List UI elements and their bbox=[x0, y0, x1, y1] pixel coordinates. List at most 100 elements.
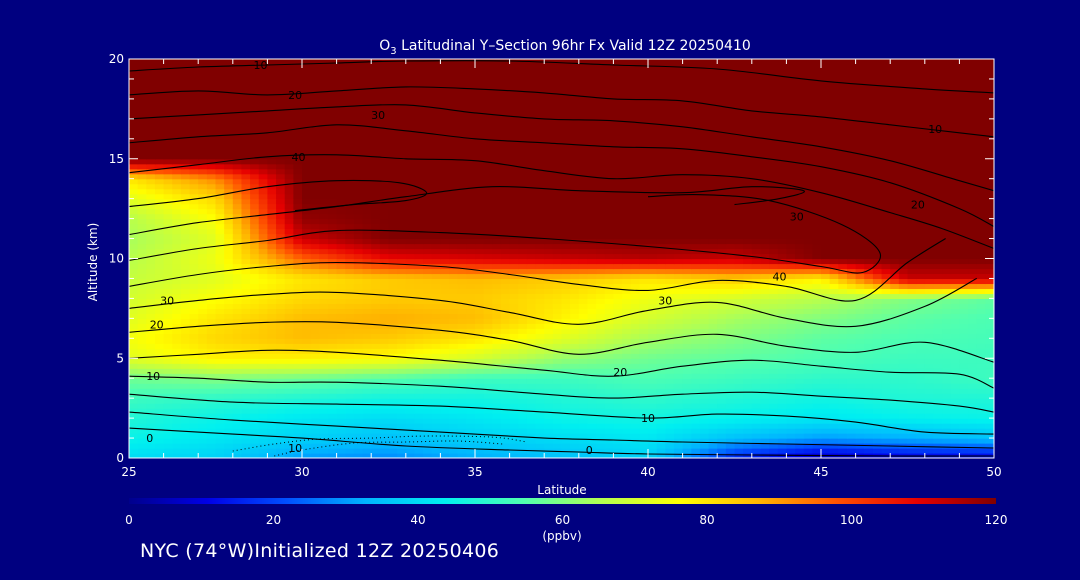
heatmap-cell bbox=[838, 288, 848, 295]
heatmap-cell bbox=[457, 338, 467, 344]
heatmap-cell bbox=[224, 283, 234, 290]
heatmap-cell bbox=[241, 383, 251, 389]
heatmap-cell bbox=[630, 388, 640, 394]
heatmap-cell bbox=[466, 423, 476, 429]
heatmap-cell bbox=[708, 438, 718, 444]
heatmap-cell bbox=[968, 348, 978, 354]
heatmap-cell bbox=[431, 273, 441, 280]
heatmap-cell bbox=[405, 258, 416, 265]
heatmap-cell bbox=[509, 298, 519, 304]
heatmap-cell bbox=[743, 338, 753, 344]
heatmap-cell bbox=[665, 223, 675, 230]
heatmap-cell bbox=[319, 443, 329, 449]
heatmap-cell bbox=[976, 393, 986, 399]
heatmap-cell bbox=[942, 448, 952, 454]
heatmap-cell bbox=[648, 318, 658, 324]
heatmap-cell bbox=[717, 283, 727, 290]
heatmap-cell bbox=[189, 428, 199, 434]
heatmap-cell bbox=[457, 263, 467, 270]
heatmap-cell bbox=[189, 278, 199, 285]
heatmap-cell bbox=[423, 298, 433, 304]
heatmap-cell bbox=[829, 308, 839, 314]
heatmap-cell bbox=[691, 323, 701, 329]
heatmap-cell bbox=[872, 333, 883, 339]
heatmap-cell bbox=[544, 378, 554, 384]
heatmap-cell bbox=[535, 328, 545, 334]
heatmap-cell bbox=[898, 418, 909, 424]
heatmap-cell bbox=[544, 218, 554, 225]
heatmap-cell bbox=[673, 253, 684, 260]
heatmap-cell bbox=[760, 263, 770, 270]
heatmap-cell bbox=[821, 363, 831, 369]
heatmap-cell bbox=[284, 433, 294, 439]
heatmap-cell bbox=[968, 273, 978, 280]
heatmap-cell bbox=[795, 373, 805, 379]
heatmap-cell bbox=[224, 413, 234, 419]
heatmap-cell bbox=[812, 418, 822, 424]
heatmap-cell bbox=[769, 428, 779, 434]
heatmap-cell bbox=[137, 283, 147, 290]
heatmap-cell bbox=[648, 348, 658, 354]
heatmap-cell bbox=[414, 423, 424, 429]
heatmap-cell bbox=[786, 418, 796, 424]
heatmap-cell bbox=[682, 323, 692, 329]
heatmap-cell bbox=[535, 258, 545, 265]
heatmap-cell bbox=[414, 233, 424, 240]
heatmap-cell bbox=[881, 398, 891, 404]
heatmap-cell bbox=[682, 353, 692, 359]
heatmap-cell bbox=[327, 218, 338, 225]
heatmap-cell bbox=[509, 218, 519, 225]
heatmap-cell bbox=[622, 333, 632, 339]
heatmap-cell bbox=[604, 353, 614, 359]
heatmap-cell bbox=[319, 328, 329, 334]
heatmap-cell bbox=[795, 353, 805, 359]
heatmap-cell bbox=[258, 273, 268, 280]
heatmap-cell bbox=[362, 423, 372, 429]
heatmap-cell bbox=[570, 348, 580, 354]
heatmap-cell bbox=[985, 313, 994, 319]
heatmap-cell bbox=[267, 228, 277, 235]
heatmap-cell bbox=[596, 298, 606, 304]
heatmap-cell bbox=[829, 258, 839, 265]
heatmap-cell bbox=[924, 243, 935, 250]
heatmap-cell bbox=[319, 313, 329, 319]
heatmap-cell bbox=[232, 428, 243, 434]
heatmap-cell bbox=[587, 398, 597, 404]
heatmap-cell bbox=[587, 348, 597, 354]
heatmap-cell bbox=[353, 453, 364, 458]
heatmap-cell bbox=[500, 373, 511, 379]
heatmap-cell bbox=[431, 438, 441, 444]
heatmap-cell bbox=[535, 338, 545, 344]
heatmap-cell bbox=[596, 283, 606, 290]
heatmap-cell bbox=[613, 318, 623, 324]
heatmap-cell bbox=[613, 343, 623, 349]
heatmap-cell bbox=[630, 308, 640, 314]
heatmap-cell bbox=[760, 218, 770, 225]
heatmap-cell bbox=[353, 223, 364, 230]
heatmap-cell bbox=[475, 348, 485, 354]
heatmap-cell bbox=[725, 398, 736, 404]
heatmap-cell bbox=[310, 238, 320, 245]
heatmap-cell bbox=[319, 248, 329, 255]
heatmap-cell bbox=[725, 338, 736, 344]
heatmap-cell bbox=[985, 333, 994, 339]
heatmap-cell bbox=[890, 243, 900, 250]
heatmap-cell bbox=[725, 328, 736, 334]
heatmap-cell bbox=[353, 348, 364, 354]
heatmap-cell bbox=[959, 438, 969, 444]
heatmap-cell bbox=[440, 268, 450, 275]
heatmap-cell bbox=[613, 443, 623, 449]
heatmap-cell bbox=[362, 383, 372, 389]
heatmap-cell bbox=[258, 368, 268, 374]
heatmap-cell bbox=[985, 353, 994, 359]
heatmap-cell bbox=[535, 353, 545, 359]
heatmap-cell bbox=[414, 323, 424, 329]
heatmap-cell bbox=[518, 263, 528, 270]
heatmap-cell bbox=[258, 393, 268, 399]
heatmap-cell bbox=[500, 413, 511, 419]
heatmap-cell bbox=[578, 433, 589, 439]
heatmap-cell bbox=[855, 438, 865, 444]
heatmap-cell bbox=[821, 428, 831, 434]
heatmap-cell bbox=[622, 213, 632, 220]
heatmap-cell bbox=[327, 338, 338, 344]
